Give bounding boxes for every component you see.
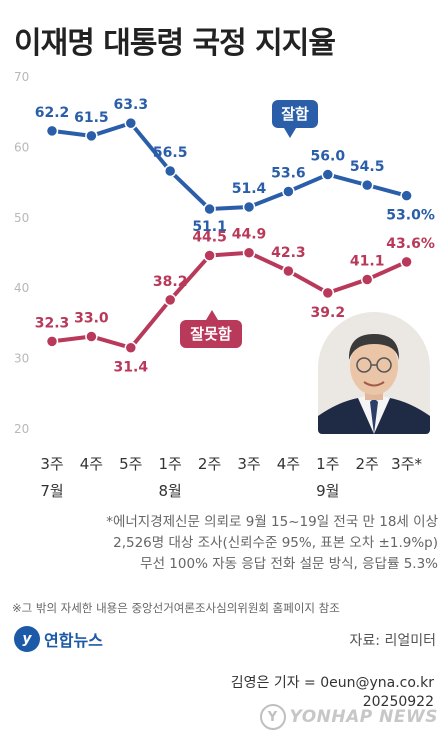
y-tick-label: 30 [14,352,29,366]
data-point [85,129,98,143]
data-point [45,335,59,348]
x-tick-label: 1주 [316,455,339,473]
data-point [242,200,256,214]
data-label: 56.5 [153,145,188,161]
series-badge [180,320,242,348]
data-label: 51.4 [232,181,267,197]
data-source: 자료: 리얼미터 [349,633,436,649]
line-chart: 20 30 40 50 60 70 3주 4주 5주 1주 2주 3주 4주 1주 2주 3주* 7월 8월 9월 6… [14,70,435,500]
credit: 김영은 기자 = 0eun@yna.co.kr 20250922 [231,674,434,712]
survey-notes: *에너지경제신문 의뢰로 9월 15~19일 전국 만 18세 이상 2,526… [18,512,438,575]
data-point [360,178,374,192]
x-month-label: 9월 [316,482,339,500]
data-point [400,255,413,269]
y-tick-label: 20 [14,422,29,436]
yonhap-logo-text: 연합뉴스 [44,631,103,650]
x-month-label: 7월 [40,482,63,500]
president-portrait [318,312,430,434]
data-label: 53.6 [271,165,306,181]
y-tick-label: 40 [14,281,29,295]
publish-date: 20250922 [362,694,434,710]
data-label: 63.3 [114,97,149,113]
data-label: 42.3 [271,245,306,261]
data-point [163,164,177,178]
x-tick-label: 1주 [159,455,182,473]
yonhap-logo: y 연합뉴스 [14,626,103,652]
chart-title: 이재명 대통령 국정 지지율 [14,26,336,61]
y-tick-label: 70 [14,70,29,84]
data-label: 44.5 [192,230,227,246]
data-label: 39.2 [311,305,346,321]
data-point [85,330,98,343]
series-badge-label: 잘함 [281,105,309,123]
portrait-image [318,312,430,434]
x-tick-label: 2주 [356,455,379,473]
data-label: 62.2 [35,105,70,121]
data-label: 38.2 [153,274,188,290]
data-point [203,249,216,262]
data-point [203,202,216,216]
data-point [282,264,295,278]
series-badge-pointer [284,128,296,138]
series-line [51,121,408,212]
note-line: 2,526명 대상 조사(신뢰수준 95%, 표본 오차 ±1.9%p) [113,535,438,551]
data-point [124,341,138,354]
yonhap-logo-icon: y [14,626,40,652]
data-point [400,189,413,202]
data-label: 32.3 [35,315,70,331]
watermark: Y YONHAP NEWS [259,704,438,730]
data-label: 51.1 [192,219,227,235]
data-label: 33.0 [74,310,109,326]
data-point [321,286,335,300]
data-point [45,124,59,138]
data-point [360,273,374,286]
x-tick-label: 4주 [277,455,300,473]
data-point [321,168,335,181]
y-tick-label: 50 [14,211,29,225]
watermark-text: YONHAP NEWS [289,707,438,727]
x-tick-label: 5주 [119,455,142,473]
data-label: 56.0 [311,149,346,165]
data-label: 53.0% [386,208,435,224]
note-line: 무선 100% 자동 응답 전화 설문 방식, 응답률 5.3% [140,556,438,572]
x-tick-label: 3주* [391,455,422,473]
series-badge [272,100,318,128]
data-label: 41.1 [350,253,385,269]
series-badge-label: 잘못함 [190,325,232,343]
x-tick-label: 2주 [198,455,221,473]
x-tick-label: 3주 [40,455,63,473]
series-badge-pointer [206,310,218,320]
data-point [163,293,177,307]
x-tick-label: 4주 [80,455,103,473]
data-label: 44.9 [232,227,267,243]
x-month-label: 8월 [159,482,182,500]
data-label: 61.5 [74,110,109,126]
series-line [51,250,408,350]
y-tick-label: 60 [14,140,29,154]
data-point [124,116,138,130]
footnote: ※그 밖의 자세한 내용은 중앙선거여론조사심의위원회 홈페이지 참조 [12,601,340,615]
data-label: 54.5 [350,159,385,175]
data-point [242,246,256,259]
watermark-icon: Y [259,704,286,730]
data-point [282,185,295,198]
x-tick-label: 3주 [237,455,260,473]
note-line: *에너지경제신문 의뢰로 9월 15~19일 전국 만 18세 이상 [106,514,438,530]
reporter-credit: 김영은 기자 = 0eun@yna.co.kr [230,675,434,691]
data-label: 31.4 [114,360,149,376]
data-label: 43.6% [386,236,435,252]
